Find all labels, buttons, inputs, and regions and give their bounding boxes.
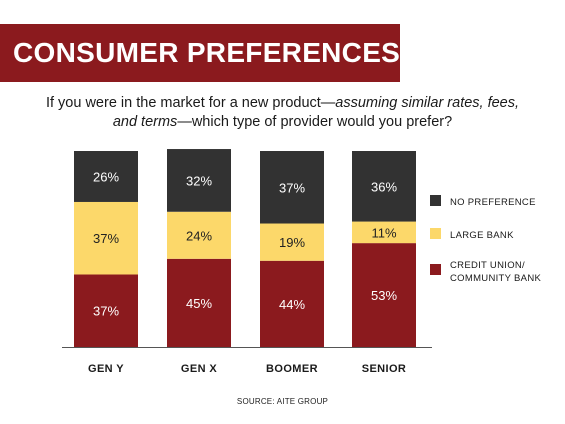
source-note: SOURCE: AITE GROUP — [236, 397, 329, 406]
bar-segment-boomer-0 — [260, 260, 324, 347]
data-label: 11% — [371, 225, 396, 240]
legend-swatch — [430, 195, 441, 206]
bar-segment-gen-y-2 — [74, 151, 138, 202]
category-label: GEN Y — [88, 363, 124, 375]
bar-segment-gen-y-1 — [74, 201, 138, 275]
data-label: 37% — [93, 231, 119, 246]
question-italic-1: assuming similar rates, fees, — [335, 95, 520, 111]
data-label: 45% — [186, 296, 212, 311]
data-label: 36% — [371, 179, 397, 194]
data-label: 24% — [186, 228, 212, 243]
chart-question: If you were in the market for a new prod… — [0, 94, 565, 132]
bar-segment-senior-0 — [352, 243, 416, 347]
title-banner: CONSUMER PREFERENCES — [0, 24, 400, 82]
legend-label: CREDIT UNION/ — [450, 260, 525, 271]
question-part-2: —which type of provider would you prefer… — [177, 114, 453, 130]
data-label: 44% — [279, 297, 305, 312]
data-label: 37% — [93, 304, 119, 319]
data-label: 37% — [279, 180, 305, 195]
data-label: 19% — [279, 235, 305, 250]
question-part-1: If you were in the market for a new prod… — [45, 95, 336, 111]
bar-segment-gen-x-2 — [167, 149, 231, 212]
question-line-1: If you were in the market for a new prod… — [0, 94, 565, 113]
legend-swatch — [430, 228, 441, 239]
category-label: GEN X — [181, 363, 217, 375]
legend-swatch — [430, 264, 441, 275]
bar-segment-senior-1 — [352, 221, 416, 244]
data-label: 53% — [371, 288, 397, 303]
bar-segment-gen-y-0 — [74, 274, 138, 347]
chart-title: CONSUMER PREFERENCES — [13, 37, 401, 68]
data-label: 26% — [93, 169, 119, 184]
legend-label: LARGE BANK — [450, 230, 514, 241]
bar-segment-boomer-2 — [260, 151, 324, 224]
legend-label: COMMUNITY BANK — [450, 273, 541, 284]
data-label: 32% — [186, 173, 212, 188]
legend-label: NO PREFERENCE — [450, 197, 536, 208]
bar-segment-senior-2 — [352, 151, 416, 222]
question-line-2: and terms—which type of provider would y… — [0, 113, 565, 132]
question-italic-2: and terms — [112, 114, 178, 130]
category-label: BOOMER — [266, 363, 318, 375]
bar-segment-boomer-1 — [260, 223, 324, 261]
category-label: SENIOR — [362, 363, 407, 375]
bar-segment-gen-x-1 — [167, 211, 231, 259]
bar-segment-gen-x-0 — [167, 258, 231, 347]
